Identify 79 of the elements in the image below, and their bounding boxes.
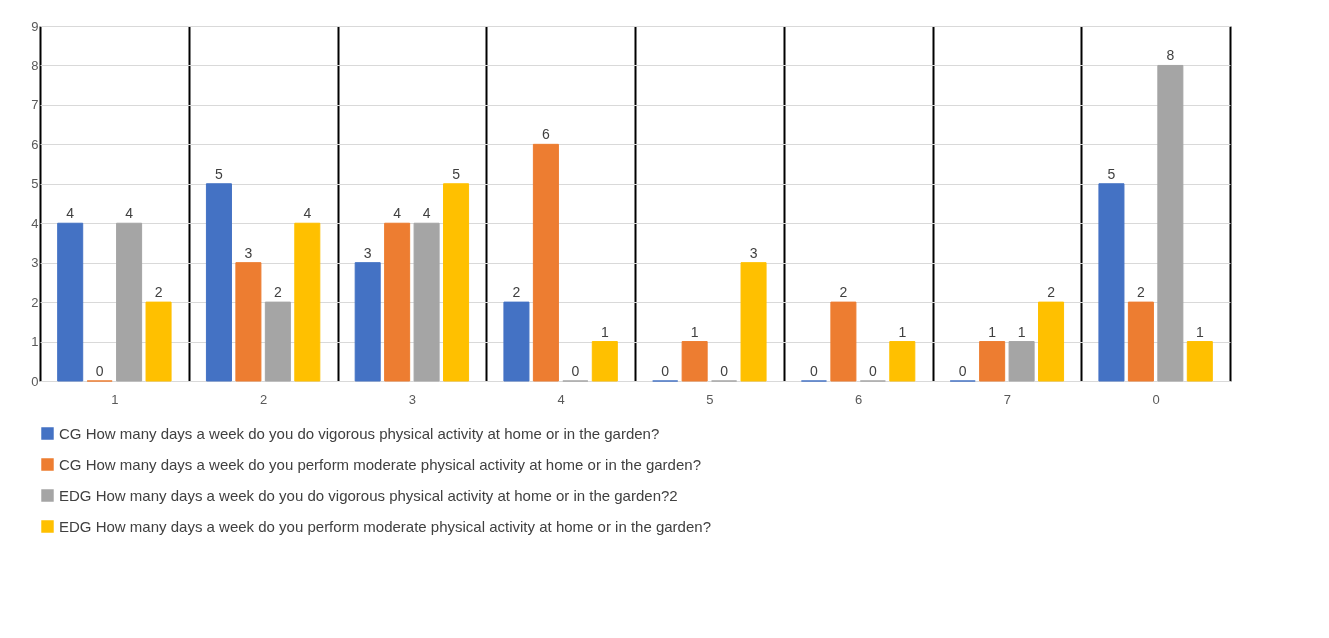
data-label: 4 xyxy=(125,205,134,222)
data-label: 2 xyxy=(839,284,848,301)
x-tick-label: 1 xyxy=(111,391,119,407)
bar xyxy=(235,262,262,382)
y-tick-label: 7 xyxy=(31,97,39,113)
data-label: 6 xyxy=(542,126,550,143)
data-label: 5 xyxy=(452,165,461,182)
y-tick-label: 8 xyxy=(31,57,39,73)
x-tick-label: 5 xyxy=(706,391,714,407)
data-label: 0 xyxy=(720,363,729,379)
bar xyxy=(1157,64,1184,382)
x-tick-label: 2 xyxy=(260,391,268,407)
bar xyxy=(591,341,618,382)
data-label: 0 xyxy=(661,363,670,379)
y-tick-label: 9 xyxy=(31,18,39,34)
data-label: 2 xyxy=(273,284,282,301)
data-label: 3 xyxy=(244,244,253,261)
legend-label: EDG How many days a week do you do vigorous physical activity at home or in the garden?2 xyxy=(59,486,678,504)
bar xyxy=(145,301,172,382)
bar xyxy=(116,222,143,382)
data-label: 2 xyxy=(512,284,521,301)
bar xyxy=(740,262,767,382)
legend-label: EDG How many days a week do you perform moderate physical activity at home or in the garden? xyxy=(59,517,711,535)
x-tick-label: 6 xyxy=(855,391,863,407)
data-label: 4 xyxy=(422,205,431,222)
bar xyxy=(294,222,321,382)
data-label: 1 xyxy=(600,323,609,340)
x-tick-label: 7 xyxy=(1003,391,1011,407)
y-tick-label: 4 xyxy=(31,215,39,231)
bar xyxy=(57,222,84,382)
bar xyxy=(1038,301,1065,382)
bar xyxy=(1008,341,1035,382)
bar xyxy=(384,222,411,382)
x-tick-label: 3 xyxy=(408,391,416,407)
bar xyxy=(354,262,381,382)
data-label: 0 xyxy=(958,363,967,379)
bar xyxy=(503,301,530,382)
data-label: 2 xyxy=(1137,284,1145,301)
data-label: 1 xyxy=(690,323,699,340)
data-label: 1 xyxy=(988,323,997,340)
data-label: 0 xyxy=(810,363,819,379)
data-label: 8 xyxy=(1166,47,1175,64)
bar xyxy=(532,143,559,382)
y-tick-label: 3 xyxy=(31,255,39,271)
data-label: 1 xyxy=(898,323,907,340)
bar xyxy=(443,183,470,382)
bar xyxy=(979,341,1006,382)
bar xyxy=(681,341,708,382)
legend-label: CG How many days a week do you do vigorous physical activity at home or in the garden? xyxy=(59,424,660,442)
bar xyxy=(1127,301,1154,382)
bar xyxy=(889,341,916,382)
data-label: 1 xyxy=(1195,323,1204,340)
bar xyxy=(413,222,440,382)
bar xyxy=(264,301,291,382)
data-label: 1 xyxy=(1017,323,1026,340)
bar xyxy=(830,301,857,382)
data-label: 4 xyxy=(303,205,312,222)
data-label: 0 xyxy=(95,363,104,379)
data-label: 2 xyxy=(1047,284,1056,301)
data-label: 3 xyxy=(363,244,372,261)
data-label: 2 xyxy=(154,284,163,301)
y-tick-label: 1 xyxy=(31,334,39,350)
y-tick-label: 5 xyxy=(31,176,39,192)
y-tick-label: 0 xyxy=(31,373,39,389)
data-label: 5 xyxy=(215,165,224,182)
legend-label: CG How many days a week do you perform moderate physical activity at home or in the garden? xyxy=(59,455,701,473)
data-label: 0 xyxy=(868,363,877,379)
bar xyxy=(1098,183,1125,382)
data-label: 3 xyxy=(749,244,758,261)
bar xyxy=(205,183,232,382)
data-label: 4 xyxy=(393,205,402,222)
data-label: 0 xyxy=(571,363,580,379)
y-tick-label: 2 xyxy=(31,294,39,310)
y-tick-label: 6 xyxy=(31,136,39,152)
x-tick-label: 0 xyxy=(1152,391,1160,407)
x-tick-label: 4 xyxy=(557,391,565,407)
data-label: 4 xyxy=(66,205,75,222)
data-label: 5 xyxy=(1107,165,1116,182)
bar xyxy=(1186,341,1213,382)
